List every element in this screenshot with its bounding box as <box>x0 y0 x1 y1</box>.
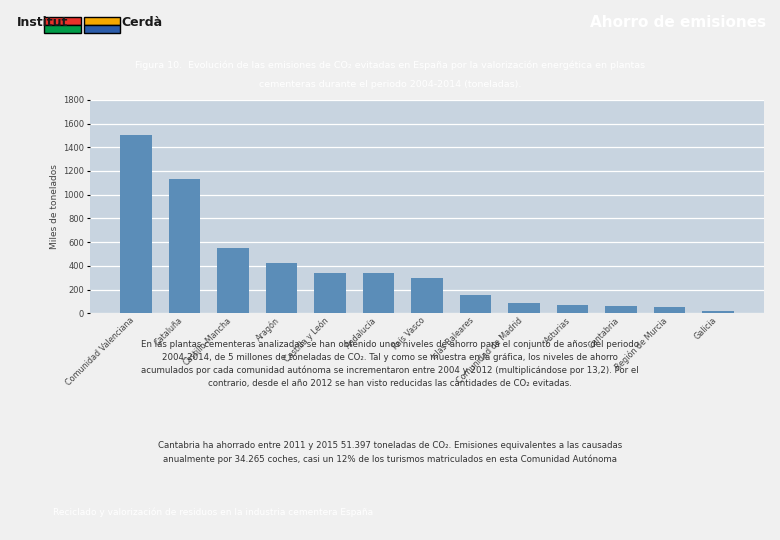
Bar <box>654 307 686 313</box>
FancyBboxPatch shape <box>44 25 81 32</box>
FancyBboxPatch shape <box>83 25 120 32</box>
Bar <box>557 306 588 313</box>
Text: En las plantas cementeras analizadas se han obtenido unos niveles de ahorro para: En las plantas cementeras analizadas se … <box>141 340 639 388</box>
Text: Cerdà: Cerdà <box>121 16 162 29</box>
Bar <box>120 136 152 313</box>
Bar <box>266 264 297 313</box>
Bar <box>605 306 636 313</box>
FancyBboxPatch shape <box>44 17 81 25</box>
Bar <box>314 273 346 313</box>
Bar <box>459 295 491 313</box>
Bar <box>509 302 540 313</box>
Text: Figura 10.  Evolución de las emisiones de CO₂ evitadas en España por la valoriza: Figura 10. Evolución de las emisiones de… <box>135 60 645 70</box>
FancyBboxPatch shape <box>83 17 120 25</box>
Bar <box>411 278 443 313</box>
Text: Ahorro de emisiones: Ahorro de emisiones <box>590 15 767 30</box>
Text: cementeras durante el periodo 2004-2014 (toneladas).: cementeras durante el periodo 2004-2014 … <box>259 79 521 89</box>
Text: Institut: Institut <box>16 16 68 29</box>
Bar <box>168 179 200 313</box>
Text: Reciclado y valorización de residuos en la industria cementera España: Reciclado y valorización de residuos en … <box>53 507 373 517</box>
Y-axis label: Miles de tonelados: Miles de tonelados <box>50 164 58 249</box>
Text: Cantabria ha ahorrado entre 2011 y 2015 51.397 toneladas de CO₂. Emisiones equiv: Cantabria ha ahorrado entre 2011 y 2015 … <box>158 441 622 463</box>
Bar <box>363 273 395 313</box>
Bar <box>702 311 734 313</box>
Bar <box>218 248 249 313</box>
